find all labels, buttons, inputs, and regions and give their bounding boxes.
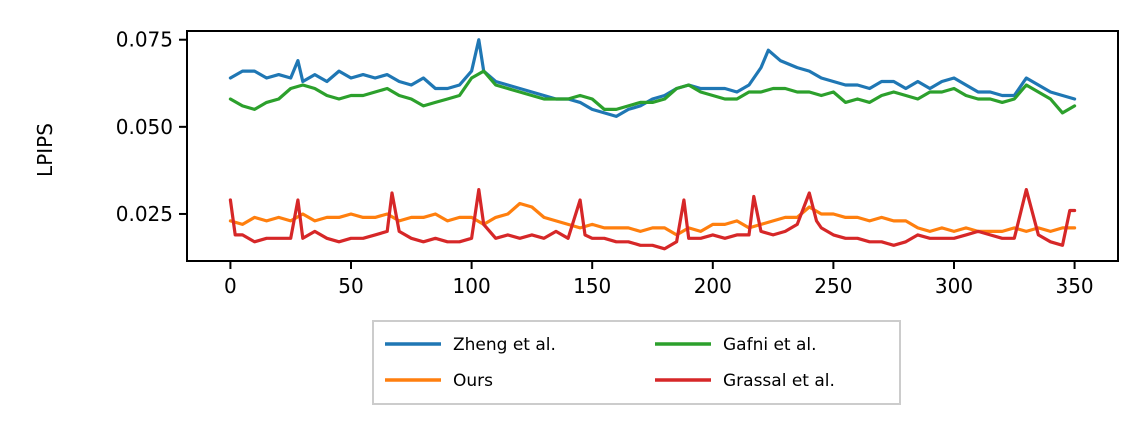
legend-label: Ours	[453, 371, 493, 391]
legend-label: Grassal et al.	[723, 371, 835, 391]
legend-label: Gafni et al.	[723, 335, 817, 355]
x-tick-label: 100	[453, 274, 491, 298]
legend-frame	[372, 320, 901, 405]
series-layer	[228, 38, 1077, 251]
y-tick-label: 0.025	[116, 202, 173, 226]
y-axis-title: LPIPS	[33, 123, 57, 177]
x-tick-label: 150	[573, 274, 611, 298]
y-tick-label: 0.050	[116, 115, 173, 139]
y-axis: 0.025 0.050 0.075	[116, 28, 187, 226]
y-tick-label: 0.075	[116, 28, 173, 52]
plot-area-frame	[186, 30, 1119, 262]
series-line-gafni-et-al	[228, 69, 1077, 115]
series-line-ours	[228, 201, 1077, 237]
x-tick-label: 300	[935, 274, 973, 298]
legend: Zheng et al. Ours Gafni et al. Grassal et a…	[372, 320, 901, 405]
x-axis: 0 50 100 150 200 250 300 350	[224, 261, 1094, 298]
x-tick-label: 250	[814, 274, 852, 298]
x-tick-label: 50	[338, 274, 363, 298]
series-line-zheng-et-al	[228, 38, 1077, 118]
legend-label: Zheng et al.	[453, 335, 556, 355]
x-tick-label: 350	[1055, 274, 1093, 298]
x-tick-label: 200	[694, 274, 732, 298]
x-tick-label: 0	[224, 274, 237, 298]
series-line-grassal-et-al	[228, 188, 1077, 251]
